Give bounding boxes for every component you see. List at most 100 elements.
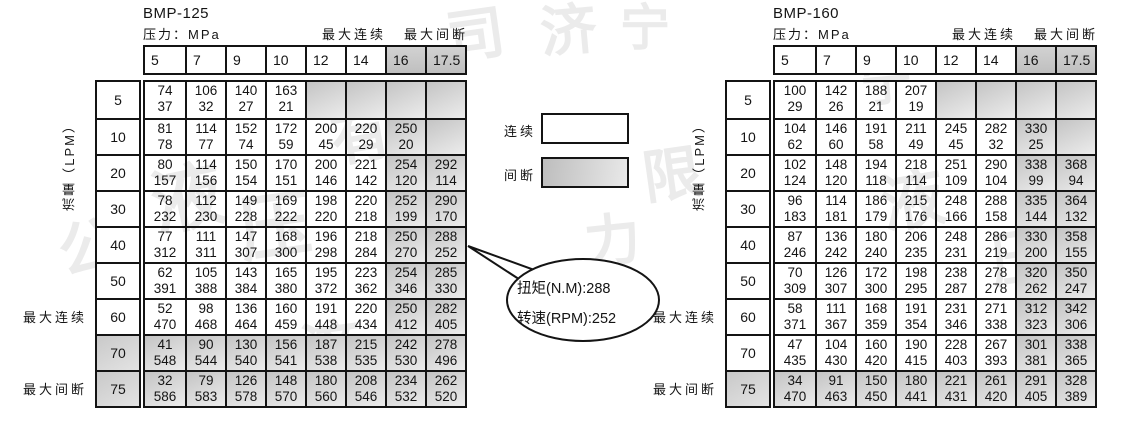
torque-speed-cell: 208 546 [345, 370, 385, 406]
torque-speed-cell: 194 118 [855, 154, 895, 190]
torque-speed-cell: 148 570 [265, 370, 305, 406]
row-max-intermittent-label: 最大间断 [652, 382, 717, 397]
flow-header-cell: 50 [727, 262, 769, 298]
torque-speed-cell: 248 166 [935, 190, 975, 226]
torque-speed-cell: 368 94 [1055, 154, 1095, 190]
torque-speed-cell: 90 544 [185, 334, 225, 370]
torque-speed-cell: 248 231 [935, 226, 975, 262]
flow-header-cell: 75 [97, 370, 139, 406]
pressure-header-cell: 17.5 [1055, 47, 1095, 73]
torque-speed-cell: 172 300 [855, 262, 895, 298]
flow-header-cell: 5 [114, 92, 122, 108]
torque-speed-cell: 195 372 [305, 262, 345, 298]
bmp-160-table: BMP-160 压力：MPa 最大连续 最大间断 5 7 9 10 12 14 16 17.5… [630, 0, 1100, 433]
torque-speed-cell: 250 20 [385, 118, 425, 154]
torque-speed-cell: 211 49 [895, 118, 935, 154]
pressure-header-cell: 14 [975, 47, 1015, 73]
pressure-header-cell: 5 [781, 52, 789, 68]
torque-speed-cell: 172 59 [265, 118, 305, 154]
torque-speed-cell: 221 431 [935, 370, 975, 406]
flow-header-cell: 5 [744, 92, 752, 108]
torque-speed-grid: 100 29 142 26 188 21 207 19 104 62 146 60 191 58 211 49… [773, 80, 1097, 408]
torque-speed-cell: 200 45 [305, 118, 345, 154]
pressure-unit-label: 压力：MPa [143, 27, 221, 42]
torque-speed-cell: 254 346 [385, 262, 425, 298]
torque-speed-cell: 126 578 [225, 370, 265, 406]
pressure-header-cell: 12 [305, 47, 345, 73]
torque-speed-cell: 111 311 [185, 226, 225, 262]
pressure-header-row: 5 7 9 10 12 14 16 17.5 [143, 45, 467, 75]
pressure-header-cell: 10 [895, 47, 935, 73]
flow-header-column: 5 10 20 30 40 50 60 70 75 [725, 80, 771, 408]
torque-speed-cell: 160 459 [265, 298, 305, 334]
torque-speed-cell: 196 298 [305, 226, 345, 262]
torque-speed-cell: 220 434 [345, 298, 385, 334]
flow-header-cell: 20 [727, 154, 769, 190]
flow-header-cell: 50 [97, 262, 139, 298]
torque-speed-cell: 105 388 [185, 262, 225, 298]
torque-speed-cell: 152 74 [225, 118, 265, 154]
torque-speed-cell: 191 448 [305, 298, 345, 334]
torque-speed-cell: 278 278 [975, 262, 1015, 298]
torque-speed-cell: 330 200 [1015, 226, 1055, 262]
torque-speed-cell: 250 270 [385, 226, 425, 262]
pressure-header-cell: 7 [815, 47, 855, 73]
torque-speed-cell: 262 520 [425, 370, 465, 406]
flow-header-cell: 30 [727, 190, 769, 226]
empty-cell [935, 82, 975, 118]
torque-speed-cell: 231 346 [935, 298, 975, 334]
torque-speed-cell: 350 247 [1055, 262, 1095, 298]
torque-speed-cell: 47 435 [775, 334, 815, 370]
table-title: BMP-125 [143, 5, 210, 22]
max-continuous-label: 最大连续 [322, 27, 387, 42]
torque-speed-cell: 168 359 [855, 298, 895, 334]
pressure-header-cell: 7 [185, 47, 225, 73]
torque-speed-cell: 81 78 [145, 118, 185, 154]
row-max-intermittent-label: 最大间断 [22, 382, 87, 397]
torque-speed-cell: 254 120 [385, 154, 425, 190]
torque-speed-cell: 198 295 [895, 262, 935, 298]
torque-speed-cell: 290 170 [425, 190, 465, 226]
pressure-header-cell: 9 [855, 47, 895, 73]
torque-speed-cell: 186 179 [855, 190, 895, 226]
torque-speed-cell: 250 412 [385, 298, 425, 334]
pressure-header-cell: 14 [345, 47, 385, 73]
pressure-header-cell: 12 [935, 47, 975, 73]
torque-speed-cell: 190 415 [895, 334, 935, 370]
torque-speed-cell: 80 157 [145, 154, 185, 190]
callout-bubble [506, 258, 660, 342]
torque-speed-cell: 58 371 [775, 298, 815, 334]
torque-speed-cell: 286 219 [975, 226, 1015, 262]
torque-speed-cell: 188 21 [855, 82, 895, 118]
torque-speed-cell: 150 154 [225, 154, 265, 190]
torque-speed-cell: 228 403 [935, 334, 975, 370]
torque-speed-cell: 218 114 [895, 154, 935, 190]
torque-speed-cell: 168 300 [265, 226, 305, 262]
empty-cell [305, 82, 345, 118]
torque-speed-cell: 330 25 [1015, 118, 1055, 154]
max-intermittent-label: 最大间断 [404, 27, 469, 42]
torque-speed-cell: 41 548 [145, 334, 185, 370]
legend-continuous-label: 连续 [504, 124, 537, 139]
torque-speed-cell: 335 144 [1015, 190, 1055, 226]
flow-header-cell: 70 [727, 334, 769, 370]
table-title: BMP-160 [773, 5, 840, 22]
flow-header-cell: 60 [727, 298, 769, 334]
torque-speed-cell: 114 156 [185, 154, 225, 190]
empty-cell [1055, 118, 1095, 154]
watermark-character: 济 [537, 0, 599, 65]
torque-speed-cell: 261 420 [975, 370, 1015, 406]
torque-speed-cell: 52 470 [145, 298, 185, 334]
max-continuous-label: 最大连续 [952, 27, 1017, 42]
callout-torque-text: 扭矩(N.M):288 [517, 280, 610, 297]
torque-speed-cell: 77 312 [145, 226, 185, 262]
torque-speed-cell: 114 181 [815, 190, 855, 226]
torque-speed-cell: 238 287 [935, 262, 975, 298]
pressure-header-cell: 9 [225, 47, 265, 73]
torque-speed-cell: 301 381 [1015, 334, 1055, 370]
pressure-header-cell: 10 [265, 47, 305, 73]
torque-speed-cell: 338 99 [1015, 154, 1055, 190]
flow-header-cell: 40 [97, 226, 139, 262]
torque-speed-cell: 169 222 [265, 190, 305, 226]
